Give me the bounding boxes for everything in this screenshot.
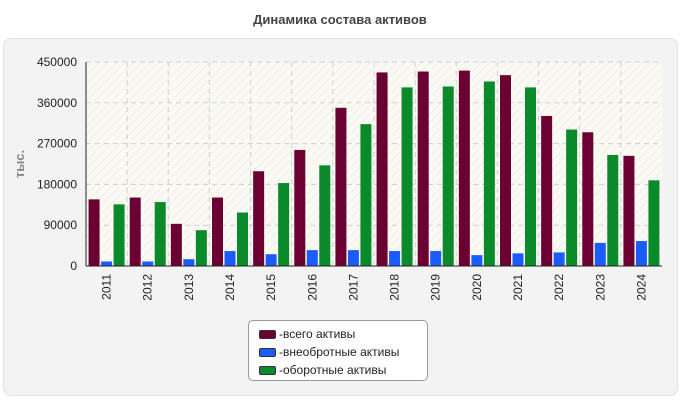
bar: [417, 71, 429, 267]
bar: [142, 261, 154, 266]
x-tick-label: 2014: [223, 274, 237, 301]
chart-title: Динамика состава активов: [253, 12, 427, 27]
bar: [566, 129, 578, 266]
bar: [88, 199, 100, 266]
y-tick-label: 90000: [44, 218, 78, 232]
x-tick-label: 2019: [429, 274, 443, 301]
bar: [183, 259, 195, 266]
y-tick-label: 450000: [37, 55, 77, 69]
bar: [212, 197, 223, 266]
x-tick-label: 2018: [388, 274, 402, 301]
y-axis-label: тыс.: [12, 150, 27, 178]
bar: [195, 230, 207, 266]
x-tick-label: 2022: [552, 274, 566, 301]
bar: [471, 255, 483, 266]
bar: [224, 251, 236, 266]
x-tick-label: 2023: [593, 274, 607, 301]
bar: [294, 149, 306, 266]
bar: [389, 251, 401, 266]
bar: [253, 171, 265, 266]
legend-label: всего активы: [283, 327, 356, 341]
x-tick-label: 2020: [470, 274, 484, 301]
bar: [500, 75, 511, 266]
x-tick-label: 2017: [346, 274, 360, 301]
bar: [278, 183, 290, 266]
x-tick-label: 2024: [634, 274, 648, 301]
bar: [154, 202, 166, 266]
x-tick-label: 2011: [100, 274, 114, 300]
bar: [442, 86, 454, 266]
bar: [553, 252, 565, 266]
bar: [237, 212, 248, 266]
bar: [648, 180, 660, 266]
bar: [623, 155, 635, 266]
y-tick-label: 270000: [37, 137, 77, 151]
bar: [347, 250, 359, 266]
y-tick-label: 0: [70, 259, 77, 273]
x-tick-label: 2021: [511, 274, 525, 301]
x-tick-label: 2015: [264, 274, 278, 301]
bar: [401, 87, 413, 267]
bar: [170, 223, 182, 266]
bar: [430, 251, 442, 266]
bar: [319, 165, 331, 266]
legend-item: - всего активы: [259, 325, 427, 343]
bar: [113, 204, 125, 266]
bar: [129, 197, 141, 266]
legend: - всего активы - внеобротные активы - об…: [248, 320, 428, 381]
bar: [265, 254, 277, 266]
bar: [376, 72, 388, 266]
bar: [335, 107, 347, 266]
legend-swatch: [259, 347, 276, 357]
legend-label: внеобротные активы: [283, 345, 400, 359]
bar: [525, 87, 536, 267]
legend-label: оборотные активы: [283, 363, 387, 377]
bar: [594, 242, 606, 266]
bar: [306, 250, 318, 266]
x-tick-label: 2013: [182, 274, 196, 301]
bar: [101, 261, 113, 266]
bar: [582, 132, 594, 266]
legend-item: - оборотные активы: [259, 361, 427, 379]
bar: [512, 253, 524, 266]
legend-item: - внеобротные активы: [259, 343, 427, 361]
bar: [635, 241, 647, 266]
bar: [458, 70, 470, 266]
x-tick-label: 2016: [305, 274, 319, 301]
bar: [607, 154, 619, 266]
y-tick-label: 180000: [37, 177, 77, 191]
bar: [360, 124, 372, 267]
legend-swatch: [259, 329, 276, 339]
bar: [483, 81, 495, 266]
y-tick-label: 360000: [37, 96, 77, 110]
legend-swatch: [259, 365, 276, 375]
x-tick-label: 2012: [141, 274, 155, 301]
bar: [541, 115, 553, 267]
